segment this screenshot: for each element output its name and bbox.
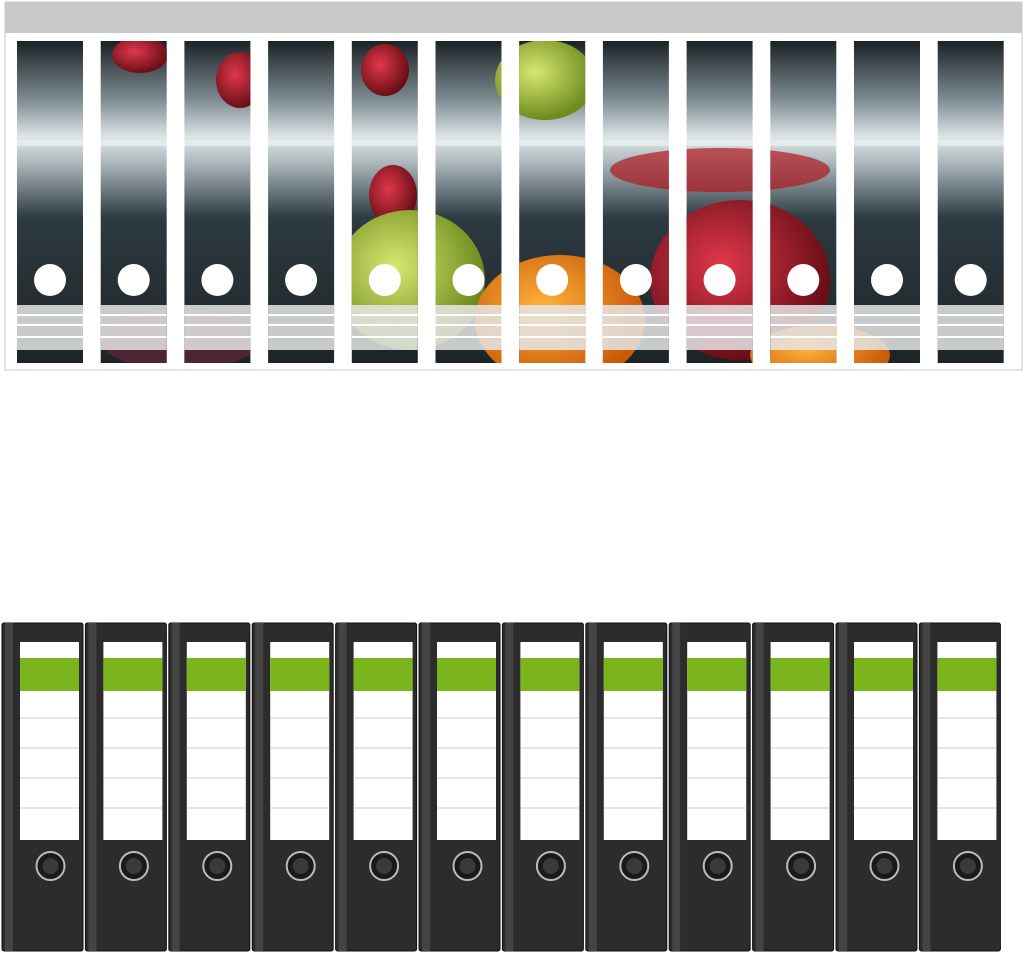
- color-band: [353, 658, 413, 691]
- ring-hole: [536, 264, 569, 296]
- label-band: [268, 305, 335, 350]
- ring-inner: [542, 858, 559, 874]
- ring-inner: [459, 858, 476, 874]
- color-band: [770, 658, 830, 691]
- ring-inner: [626, 858, 643, 874]
- binder-edge: [922, 623, 931, 951]
- ring-inner: [42, 858, 59, 874]
- ring-hole: [954, 264, 987, 296]
- label-band: [184, 305, 251, 350]
- binder-edge: [755, 623, 764, 951]
- ring-inner: [876, 858, 893, 874]
- color-band: [603, 658, 663, 691]
- ring-inner: [709, 858, 726, 874]
- color-band: [437, 658, 496, 691]
- ring-inner: [793, 858, 810, 874]
- color-band: [270, 658, 330, 691]
- label-band: [17, 305, 83, 350]
- ring-inner: [959, 858, 976, 874]
- ring-inner: [376, 858, 393, 874]
- color-band: [520, 658, 580, 691]
- fruit: [610, 148, 830, 192]
- label-band: [602, 305, 669, 350]
- label-band: [100, 305, 167, 350]
- label-band: [351, 305, 418, 350]
- binder-edge: [672, 623, 681, 951]
- ring-hole: [703, 264, 736, 296]
- label-band: [519, 305, 586, 350]
- ring-hole: [368, 264, 401, 296]
- fruit: [369, 165, 417, 225]
- binder-edge: [588, 623, 597, 951]
- label-band: [937, 305, 1004, 350]
- ring-hole: [117, 264, 150, 296]
- label-band: [686, 305, 753, 350]
- binder-edge: [255, 623, 264, 951]
- color-band: [687, 658, 747, 691]
- color-band: [20, 658, 79, 691]
- ring-inner: [209, 858, 226, 874]
- color-band: [103, 658, 163, 691]
- ring-hole: [619, 264, 652, 296]
- ring-hole: [285, 264, 318, 296]
- label-band: [770, 305, 837, 350]
- binder-edge: [171, 623, 180, 951]
- label-band: [435, 305, 502, 350]
- fruit: [495, 41, 595, 120]
- ring-hole: [201, 264, 234, 296]
- label-band: [854, 305, 920, 350]
- fruit: [112, 41, 168, 73]
- sheet-header: [5, 2, 1022, 33]
- color-band: [937, 658, 997, 691]
- ring-inner: [125, 858, 142, 874]
- sheet: [4, 1, 1023, 371]
- binder-edge: [338, 623, 347, 951]
- ring-hole: [34, 264, 66, 296]
- strip-overlay: [17, 264, 1004, 350]
- binder-edge: [839, 623, 847, 951]
- ring-hole: [871, 264, 903, 296]
- ring-inner: [292, 858, 309, 874]
- binders: [1, 622, 1001, 952]
- binder-edge: [505, 623, 514, 951]
- color-band: [186, 658, 246, 691]
- binder-edge: [88, 623, 97, 951]
- ring-hole: [452, 264, 485, 296]
- ring-hole: [787, 264, 820, 296]
- binder-edge: [422, 623, 430, 951]
- fruit: [361, 44, 409, 96]
- binder-edge: [5, 623, 13, 951]
- color-band: [854, 658, 913, 691]
